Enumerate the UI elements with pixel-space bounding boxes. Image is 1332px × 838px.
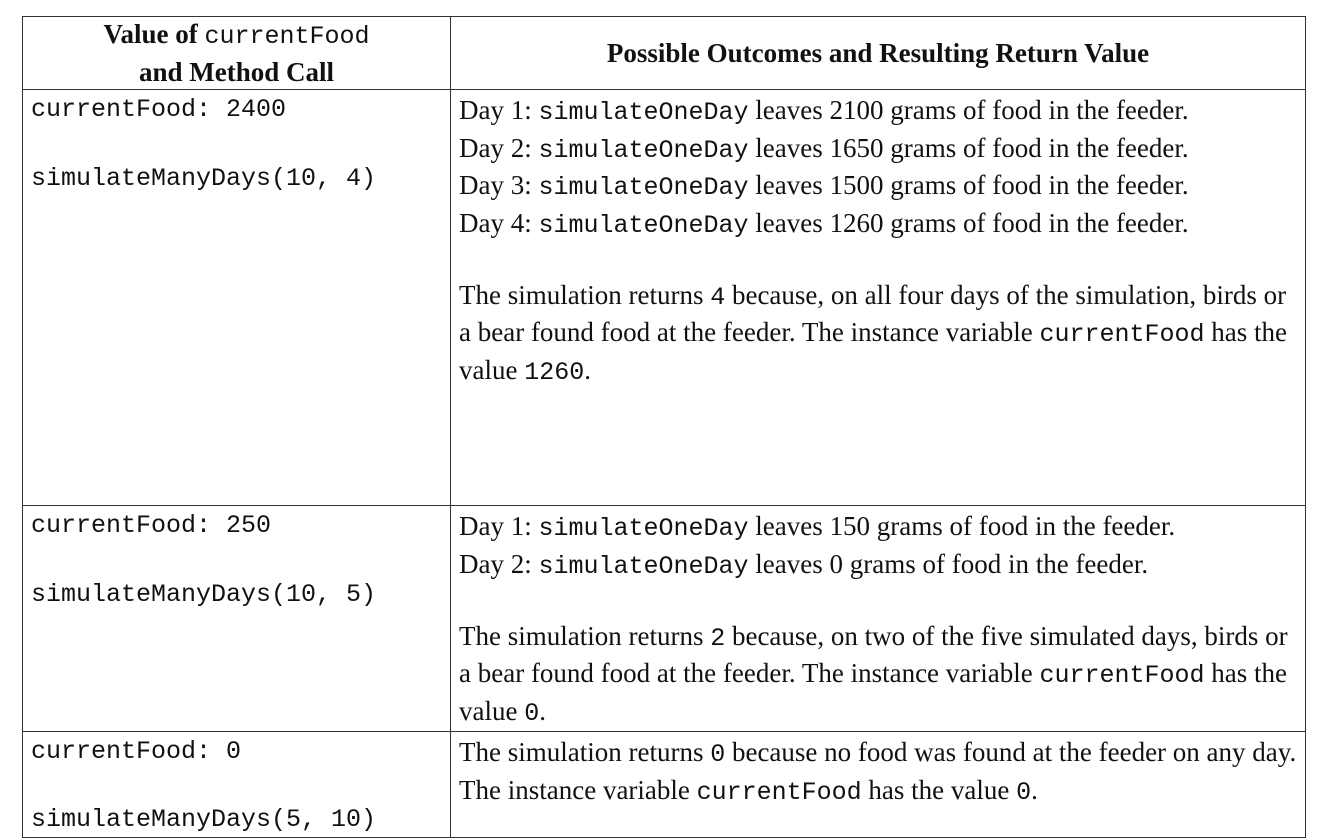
text-run: leaves 1650 grams of food in the feeder. (748, 132, 1189, 163)
text-run: Day 1: (459, 511, 539, 541)
header-line: and Method Call (31, 55, 442, 90)
text-run: . (1031, 774, 1038, 805)
day-outcome: Day 2: simulateOneDay leaves 0 grams of … (459, 547, 1297, 585)
outcome-cell: Day 1: simulateOneDay leaves 2100 grams … (450, 89, 1306, 506)
code-text: simulateOneDay (538, 98, 749, 127)
text-run: Day 4: (459, 207, 539, 238)
text-run: because no food was found at the feeder … (459, 737, 1297, 805)
code-text: simulateOneDay (538, 514, 749, 543)
code-text: currentFood (1039, 320, 1205, 349)
code-text: 0 (1016, 777, 1032, 807)
call-cell: currentFood: 250 simulateManyDays(10, 5) (22, 505, 451, 732)
text-run: and Method Call (138, 56, 335, 87)
code-text: 1260 (524, 357, 585, 387)
code-text: currentFood (696, 777, 862, 807)
text-run: Day 2: (459, 548, 539, 579)
table-row: currentFood: 250 simulateManyDays(10, 5) D… (22, 505, 1306, 732)
method-call: simulateManyDays(10, 5) (31, 580, 377, 609)
code-text: 0 (524, 698, 540, 728)
outcome-cell: Day 1: simulateOneDay leaves 150 grams o… (450, 505, 1306, 732)
text-run: because, on all four days of the simulat… (459, 279, 1287, 348)
table-row: currentFood: 2400 simulateManyDays(10, 4)… (22, 89, 1306, 506)
day-outcome: Day 1: simulateOneDay leaves 2100 grams … (459, 93, 1297, 131)
text-run: Day 2: (459, 132, 539, 163)
text-run: Day 3: (459, 170, 539, 200)
text-run: leaves 2100 grams of food in the feeder. (748, 95, 1189, 125)
text-run: because, on two of the five simulated da… (459, 620, 1288, 689)
result-text: The simulation returns 2 because, on two… (459, 619, 1297, 732)
text-run: Day 1: (459, 95, 539, 125)
day-outcome: Day 3: simulateOneDay leaves 1500 grams … (459, 168, 1297, 206)
text-run: leaves 1500 grams of food in the feeder. (748, 170, 1189, 200)
code-text: currentFood (204, 22, 370, 51)
code-text: 4 (710, 282, 726, 312)
text-run: leaves 150 grams of food in the feeder. (748, 511, 1176, 541)
text-run: leaves 0 grams of food in the feeder. (748, 548, 1149, 579)
text-run: has the value (861, 774, 1017, 805)
day-outcome: Day 2: simulateOneDay leaves 1650 grams … (459, 131, 1297, 169)
code-text: simulateOneDay (538, 551, 749, 581)
current-food: currentFood: 0 (31, 737, 242, 766)
table-row: currentFood: 0 simulateManyDays(5, 10) The… (22, 731, 1306, 838)
method-call: simulateManyDays(10, 4) (31, 164, 377, 193)
text-run: leaves 1260 grams of food in the feeder. (748, 207, 1189, 238)
header-line: Value of currentFood (31, 17, 442, 55)
call-cell: currentFood: 0 simulateManyDays(5, 10) (22, 731, 451, 838)
text-run: The simulation returns (459, 620, 711, 651)
outcome-cell: The simulation returns 0 because no food… (450, 731, 1306, 838)
text-run: The simulation returns (459, 737, 711, 767)
code-text: simulateOneDay (538, 210, 749, 240)
method-call: simulateManyDays(5, 10) (31, 804, 377, 834)
current-food: currentFood: 250 (31, 511, 272, 540)
text-run: has the value (459, 317, 1288, 385)
header-left: Value of currentFood and Method Call (22, 16, 451, 90)
day-outcome: Day 4: simulateOneDay leaves 1260 grams … (459, 206, 1297, 244)
header-row: Value of currentFood and Method Call Poss… (22, 16, 1306, 90)
code-text: 2 (710, 623, 726, 653)
text-run: . (584, 354, 591, 385)
text-run: . (539, 695, 546, 726)
text-run: The simulation returns (459, 279, 711, 310)
text-run: Value of (103, 19, 205, 49)
code-text: 0 (710, 740, 726, 769)
header-right: Possible Outcomes and Resulting Return V… (450, 16, 1306, 90)
current-food: currentFood: 2400 (31, 95, 287, 124)
result-text: The simulation returns 4 because, on all… (459, 278, 1297, 391)
code-text: simulateOneDay (538, 173, 749, 202)
text-run: has the value (459, 658, 1288, 726)
result-text: The simulation returns 0 because no food… (459, 735, 1297, 810)
code-text: currentFood (1039, 661, 1205, 690)
outcome-table: Value of currentFood and Method Call Poss… (22, 16, 1306, 838)
call-cell: currentFood: 2400 simulateManyDays(10, 4) (22, 89, 451, 506)
day-outcome: Day 1: simulateOneDay leaves 150 grams o… (459, 509, 1297, 547)
code-text: simulateOneDay (538, 135, 749, 165)
